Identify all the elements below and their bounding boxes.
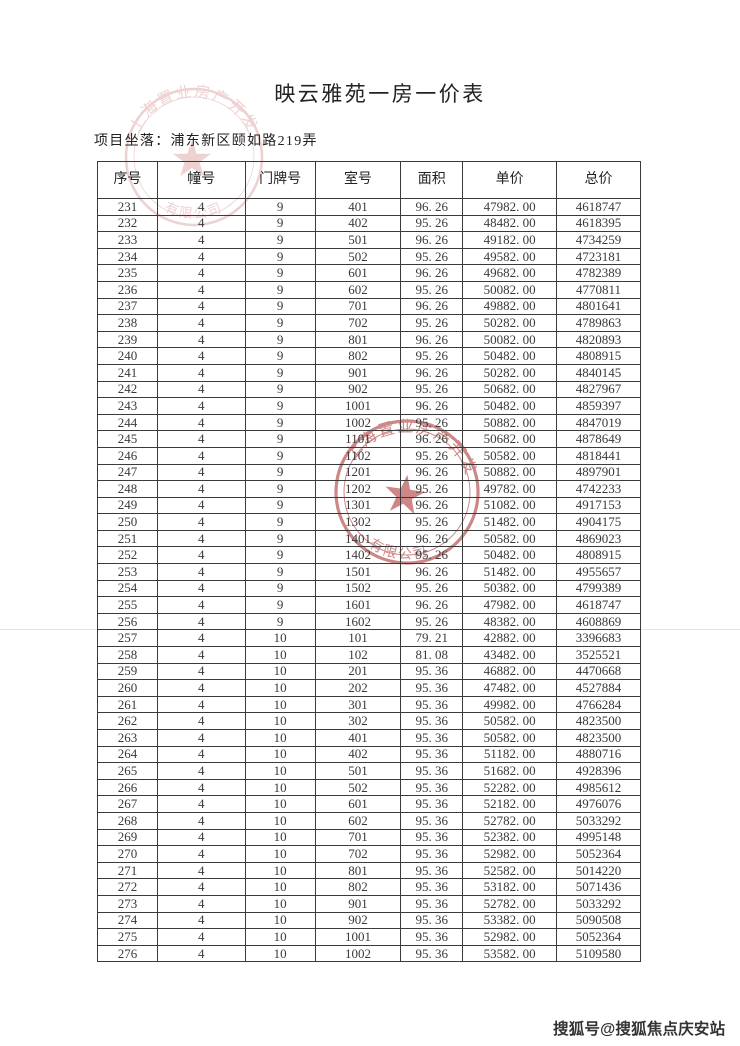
- svg-text:上海置业房产开发: 上海置业房产开发: [126, 84, 262, 135]
